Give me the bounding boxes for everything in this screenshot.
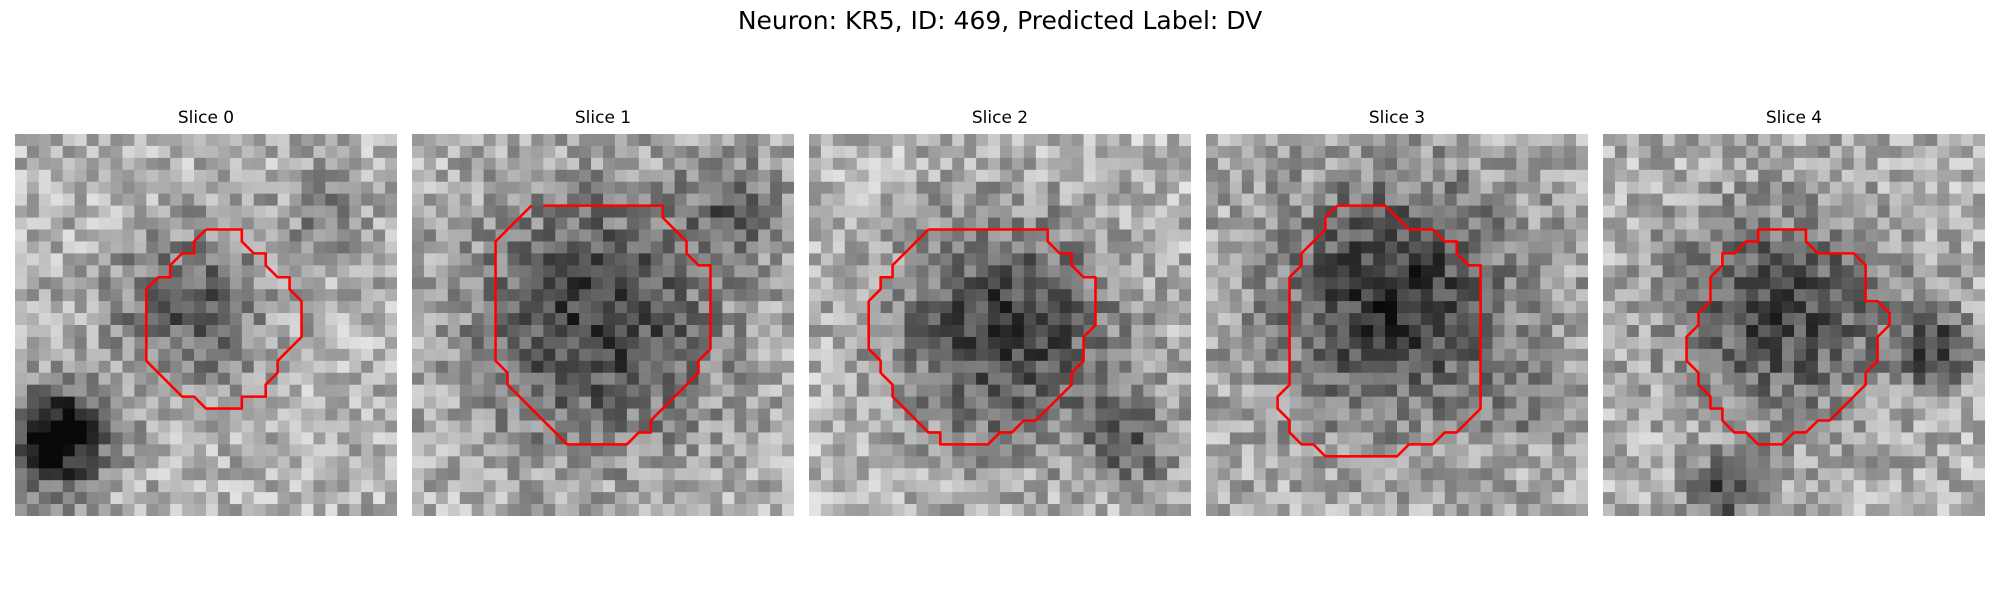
slice-2-image <box>809 134 1191 516</box>
slice-2-contour <box>867 228 1097 446</box>
panel-title-slice-4: Slice 4 <box>1765 108 1823 128</box>
panel-title-slice-1: Slice 1 <box>574 108 632 128</box>
slice-1-contour <box>494 204 712 446</box>
slice-3-image <box>1206 134 1588 516</box>
slice-0-contour <box>145 228 303 410</box>
slice-4-pixel-grid <box>1603 134 1985 516</box>
slice-1-pixel-grid <box>412 134 794 516</box>
slice-0-svg <box>15 134 397 516</box>
slice-3-contour <box>1276 204 1482 458</box>
slice-4-svg <box>1603 134 1985 516</box>
slice-0-pixel-grid <box>15 134 397 516</box>
slice-1-svg <box>412 134 794 516</box>
slice-3-pixel-grid <box>1206 134 1588 516</box>
slice-2-svg <box>809 134 1191 516</box>
slice-4-image <box>1603 134 1985 516</box>
panel-title-slice-0: Slice 0 <box>177 108 235 128</box>
slice-4-contour <box>1685 228 1891 446</box>
slice-3-svg <box>1206 134 1588 516</box>
slice-0-image <box>15 134 397 516</box>
slice-1-image <box>412 134 794 516</box>
figure-title: Neuron: KR5, ID: 469, Predicted Label: D… <box>737 6 1263 35</box>
panel-title-slice-3: Slice 3 <box>1368 108 1426 128</box>
slice-2-pixel-grid <box>809 134 1191 516</box>
panel-title-slice-2: Slice 2 <box>971 108 1029 128</box>
